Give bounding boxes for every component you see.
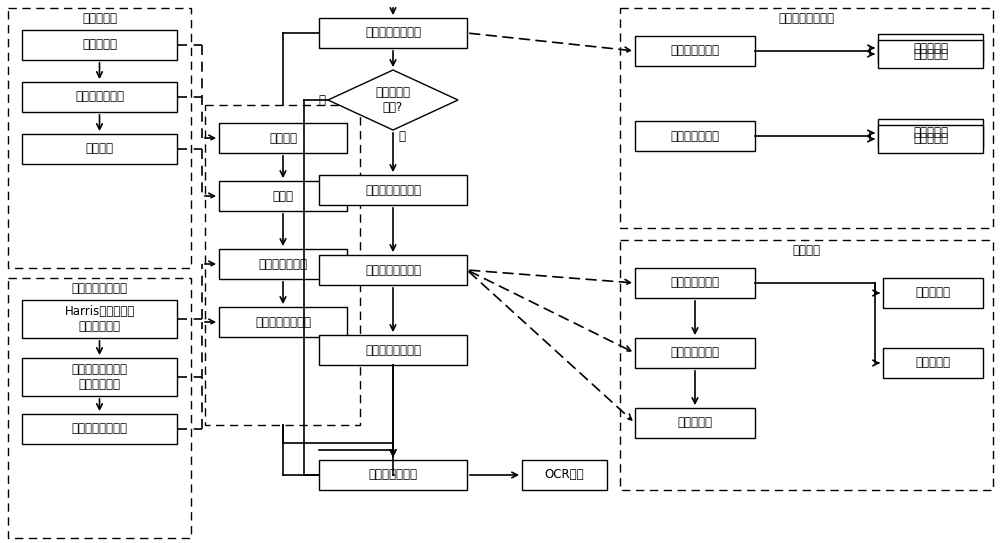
Text: 拼接表格定位识别: 拼接表格定位识别 — [365, 344, 421, 357]
Bar — [635, 121, 755, 151]
Text: 无内容残缺: 无内容残缺 — [913, 132, 948, 146]
Bar — [319, 255, 467, 285]
Bar — [620, 8, 993, 228]
Bar — [319, 335, 467, 365]
Text: 下一页顶页残缺: 下一页顶页残缺 — [670, 346, 720, 359]
Bar — [22, 414, 177, 444]
Text: 检测感兴趣区域: 检测感兴趣区域 — [258, 257, 308, 270]
Bar — [219, 123, 347, 153]
Bar — [883, 348, 983, 378]
Text: 底页去页码: 底页去页码 — [916, 287, 950, 300]
Text: 下一页顶页残缺: 下一页顶页残缺 — [670, 129, 720, 142]
Bar — [219, 307, 347, 337]
Text: 预处理: 预处理 — [272, 190, 294, 203]
Text: 顶页去表头: 顶页去表头 — [916, 357, 950, 369]
Text: 否: 否 — [318, 93, 325, 106]
Bar — [8, 278, 191, 538]
Text: 直线预提取检测: 直线预提取检测 — [75, 91, 124, 104]
Text: 残缺表格跨页拼接: 残缺表格跨页拼接 — [365, 263, 421, 276]
Bar — [8, 8, 191, 268]
Text: 表格矫正: 表格矫正 — [86, 142, 114, 155]
Bar — [883, 278, 983, 308]
Bar — [22, 300, 177, 338]
Bar — [22, 358, 177, 396]
Text: 表格单元格分割: 表格单元格分割 — [368, 469, 418, 482]
Bar — [22, 30, 177, 60]
Bar — [878, 40, 983, 68]
Text: 残缺表格类型判断: 残缺表格类型判断 — [778, 11, 834, 24]
Bar — [878, 34, 983, 62]
Text: 上一页底页残缺: 上一页底页残缺 — [670, 276, 720, 289]
Bar — [22, 82, 177, 112]
Bar — [878, 119, 983, 147]
Text: 残缺表格定位识别: 残缺表格定位识别 — [365, 27, 421, 40]
Bar — [635, 268, 755, 298]
Text: OCR识别: OCR识别 — [545, 469, 584, 482]
Bar — [219, 181, 347, 211]
Bar — [205, 105, 360, 425]
Polygon shape — [328, 70, 458, 130]
Bar — [635, 408, 755, 438]
Bar — [635, 36, 755, 66]
Text: 顶页补底页: 顶页补底页 — [678, 416, 712, 430]
Text: 上一页底页残缺: 上一页底页残缺 — [670, 45, 720, 58]
Text: 确定预定区域内是
否是表格区域: 确定预定区域内是 否是表格区域 — [72, 363, 128, 391]
Bar — [878, 125, 983, 153]
Text: 无页码残缺: 无页码残缺 — [913, 47, 948, 60]
Bar — [635, 338, 755, 368]
Text: 检测定位表格识别: 检测定位表格识别 — [72, 281, 128, 294]
Text: 图像归一化: 图像归一化 — [82, 39, 117, 52]
Text: 有页码残缺: 有页码残缺 — [913, 41, 948, 54]
Text: 是否有残缺
表格?: 是否有残缺 表格? — [376, 86, 411, 114]
Bar — [620, 240, 993, 490]
Bar — [219, 249, 347, 279]
Bar — [22, 134, 177, 164]
Text: 有内容残缺: 有内容残缺 — [913, 127, 948, 140]
Text: 分割残缺表格区域: 分割残缺表格区域 — [365, 184, 421, 197]
Text: 是: 是 — [398, 129, 405, 142]
Bar — [319, 175, 467, 205]
Text: Harris预框选分割
表格检测区域: Harris预框选分割 表格检测区域 — [64, 305, 135, 333]
Text: 框选分割定位表格: 框选分割定位表格 — [72, 422, 128, 435]
Text: 输入图像: 输入图像 — [269, 131, 297, 144]
Text: 表格区域定位识别: 表格区域定位识别 — [255, 315, 311, 329]
Bar — [522, 460, 607, 490]
Text: 图像预处理: 图像预处理 — [82, 11, 117, 24]
Bar — [319, 18, 467, 48]
Bar — [319, 460, 467, 490]
Text: 拼接规则: 拼接规则 — [792, 243, 820, 256]
